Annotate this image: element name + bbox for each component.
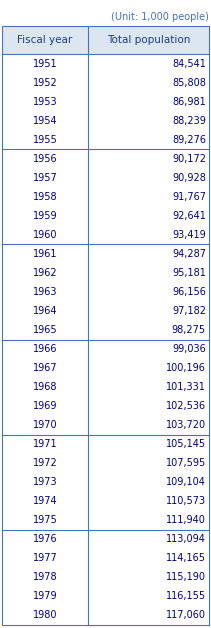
Text: 93,419: 93,419 xyxy=(172,230,206,240)
Bar xyxy=(2,26,209,54)
Text: 1977: 1977 xyxy=(33,553,57,563)
Text: 97,182: 97,182 xyxy=(172,306,206,316)
Text: 99,036: 99,036 xyxy=(172,344,206,354)
Text: 88,239: 88,239 xyxy=(172,116,206,126)
Text: 1960: 1960 xyxy=(33,230,57,240)
Text: 1967: 1967 xyxy=(33,363,57,373)
Text: Fiscal year: Fiscal year xyxy=(17,35,73,45)
Text: 96,156: 96,156 xyxy=(172,287,206,297)
Text: 84,541: 84,541 xyxy=(172,58,206,68)
Text: 94,287: 94,287 xyxy=(172,249,206,259)
Text: 1963: 1963 xyxy=(33,287,57,297)
Text: 1980: 1980 xyxy=(33,610,57,620)
Text: 1952: 1952 xyxy=(33,77,57,87)
Text: 1971: 1971 xyxy=(33,439,57,449)
Text: 98,275: 98,275 xyxy=(172,325,206,335)
Text: 102,536: 102,536 xyxy=(166,401,206,411)
Text: 107,595: 107,595 xyxy=(166,458,206,468)
Text: 115,190: 115,190 xyxy=(166,572,206,582)
Text: 1959: 1959 xyxy=(33,211,57,221)
Text: 100,196: 100,196 xyxy=(166,363,206,373)
Text: 103,720: 103,720 xyxy=(166,420,206,430)
Text: 1962: 1962 xyxy=(33,268,57,278)
Text: 1957: 1957 xyxy=(33,173,57,183)
Text: Total population: Total population xyxy=(107,35,190,45)
Text: (Unit: 1,000 people): (Unit: 1,000 people) xyxy=(111,12,209,22)
Text: 1975: 1975 xyxy=(33,516,57,525)
Text: 117,060: 117,060 xyxy=(166,610,206,620)
Text: 101,331: 101,331 xyxy=(166,382,206,392)
Text: 109,104: 109,104 xyxy=(166,477,206,487)
Text: 111,940: 111,940 xyxy=(166,516,206,525)
Text: 1956: 1956 xyxy=(33,154,57,164)
Text: 90,928: 90,928 xyxy=(172,173,206,183)
Text: 113,094: 113,094 xyxy=(166,534,206,544)
Text: 1964: 1964 xyxy=(33,306,57,316)
Text: 1970: 1970 xyxy=(33,420,57,430)
Text: 1965: 1965 xyxy=(33,325,57,335)
Text: 92,641: 92,641 xyxy=(172,211,206,221)
Text: 1958: 1958 xyxy=(33,192,57,202)
Text: 1976: 1976 xyxy=(33,534,57,544)
Text: 91,767: 91,767 xyxy=(172,192,206,202)
Text: 1978: 1978 xyxy=(33,572,57,582)
Text: 116,155: 116,155 xyxy=(166,592,206,602)
Text: 1968: 1968 xyxy=(33,382,57,392)
Text: 105,145: 105,145 xyxy=(166,439,206,449)
Text: 90,172: 90,172 xyxy=(172,154,206,164)
Text: 1955: 1955 xyxy=(33,134,57,144)
Text: 1972: 1972 xyxy=(33,458,57,468)
Text: 114,165: 114,165 xyxy=(166,553,206,563)
Text: 1954: 1954 xyxy=(33,116,57,126)
Text: 1961: 1961 xyxy=(33,249,57,259)
Text: 89,276: 89,276 xyxy=(172,134,206,144)
Text: 1974: 1974 xyxy=(33,496,57,506)
Text: 1969: 1969 xyxy=(33,401,57,411)
Text: 1966: 1966 xyxy=(33,344,57,354)
Text: 1953: 1953 xyxy=(33,97,57,107)
Text: 95,181: 95,181 xyxy=(172,268,206,278)
Text: 1979: 1979 xyxy=(33,592,57,602)
Text: 86,981: 86,981 xyxy=(172,97,206,107)
Text: 85,808: 85,808 xyxy=(172,77,206,87)
Text: 1973: 1973 xyxy=(33,477,57,487)
Text: 1951: 1951 xyxy=(33,58,57,68)
Text: 110,573: 110,573 xyxy=(166,496,206,506)
